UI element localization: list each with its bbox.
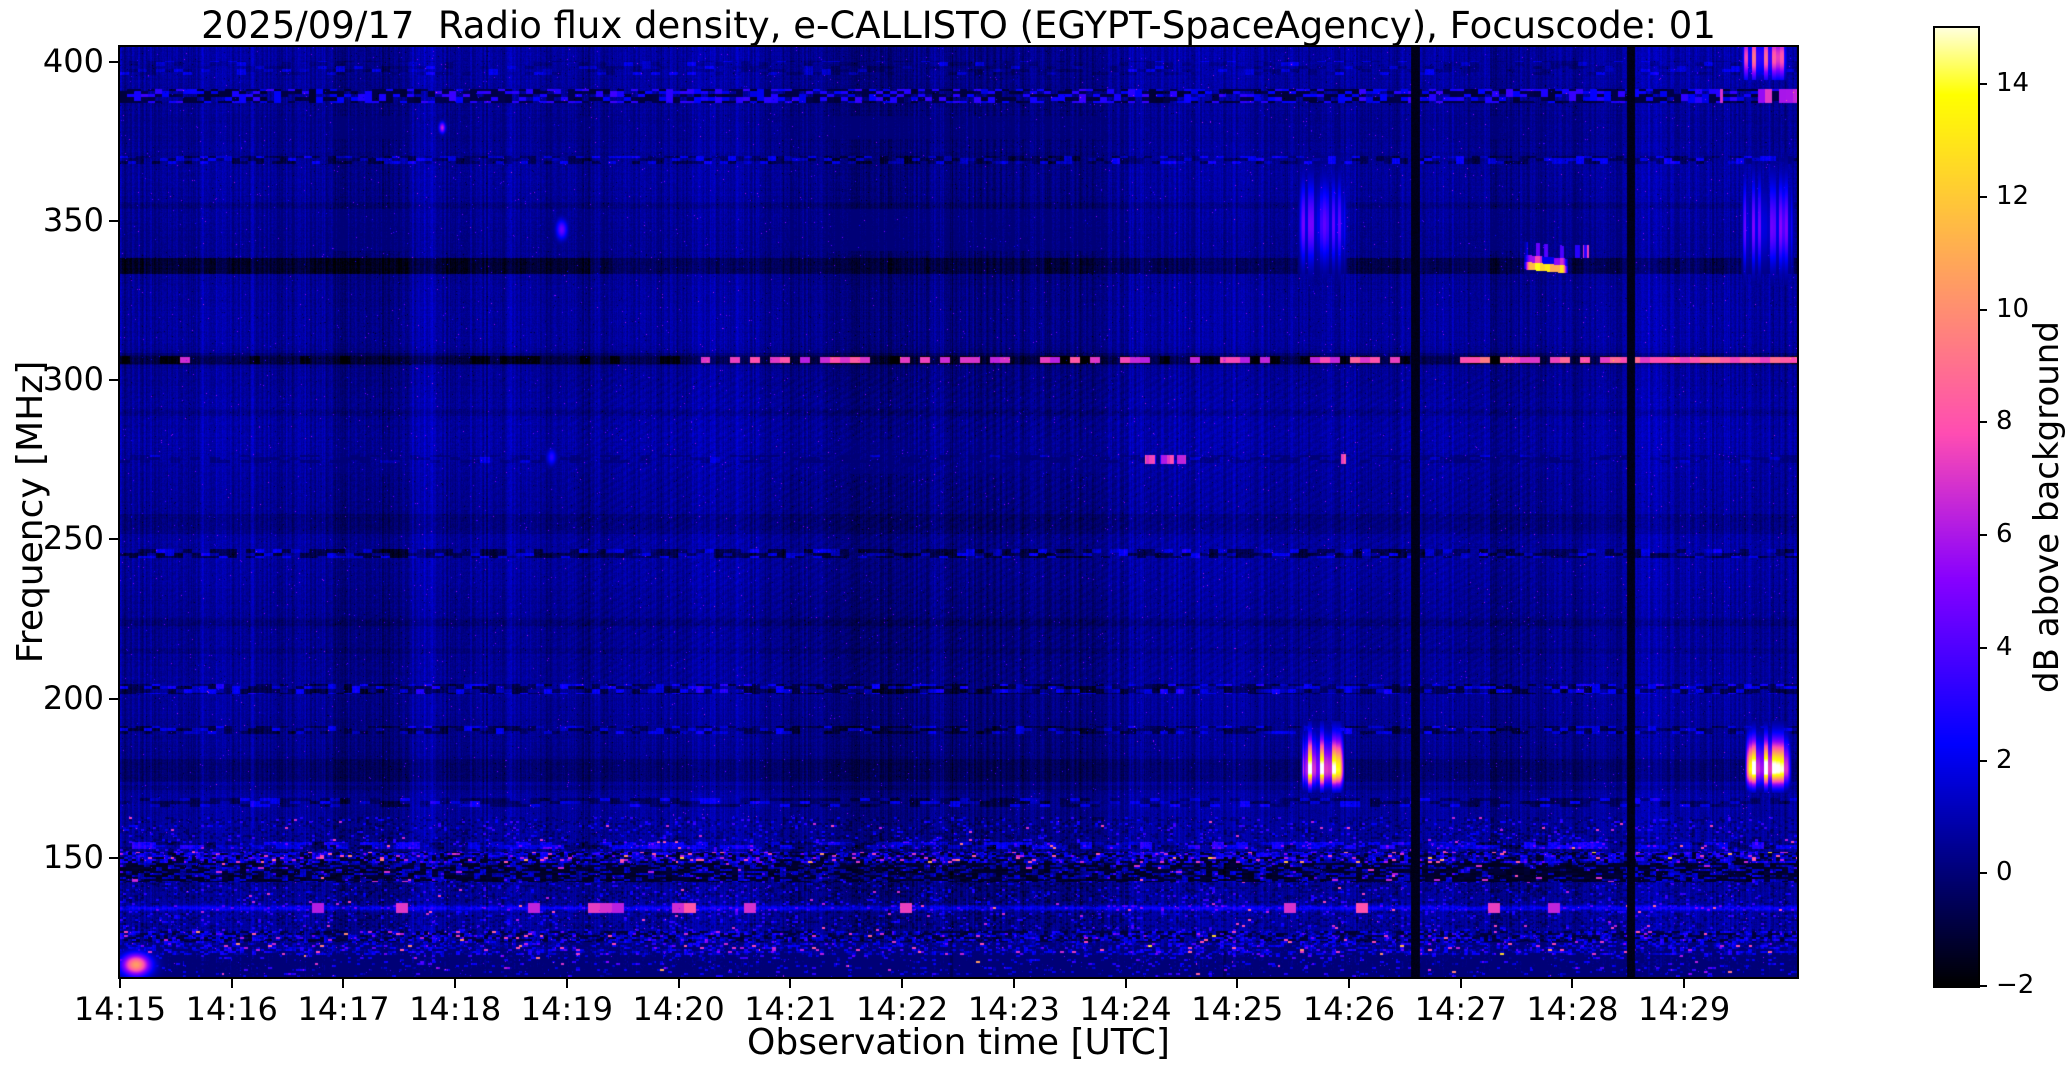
y-tick-mark — [109, 60, 118, 63]
x-tick-mark — [1571, 979, 1574, 988]
colorbar-tick-label: 14 — [1996, 68, 2030, 99]
x-tick-mark — [565, 979, 568, 988]
colorbar-tick-mark — [1978, 534, 1987, 537]
x-tick-label: 14:19 — [520, 990, 613, 1028]
x-tick-label: 14:20 — [632, 990, 725, 1028]
x-tick-label: 14:17 — [297, 990, 390, 1028]
colorbar-tick-mark — [1978, 759, 1987, 762]
x-tick-label: 14:21 — [744, 990, 837, 1028]
x-tick-label: 14:16 — [185, 990, 278, 1028]
x-tick-mark — [1459, 979, 1462, 988]
y-tick-mark — [109, 856, 118, 859]
colorbar-tick-mark — [1978, 985, 1987, 987]
x-tick-label: 14:18 — [409, 990, 502, 1028]
x-tick-mark — [1124, 979, 1127, 988]
colorbar-tick-label: 2 — [1996, 744, 2013, 775]
x-tick-mark — [789, 979, 792, 988]
colorbar-tick-label: 8 — [1996, 406, 2013, 437]
x-tick-label: 14:24 — [1079, 990, 1172, 1028]
y-tick-mark — [109, 538, 118, 541]
y-tick-mark — [109, 379, 118, 382]
colorbar-border — [1933, 26, 1980, 988]
colorbar-tick-mark — [1978, 83, 1987, 86]
x-tick-label: 14:29 — [1638, 990, 1731, 1028]
x-tick-label: 14:23 — [967, 990, 1060, 1028]
colorbar-label: dB above background — [2027, 321, 2066, 693]
y-tick-label: 300 — [42, 360, 104, 399]
x-tick-mark — [342, 979, 345, 988]
x-tick-mark — [1683, 979, 1686, 988]
x-tick-mark — [677, 979, 680, 988]
y-tick-mark — [109, 697, 118, 700]
x-tick-mark — [1236, 979, 1239, 988]
y-tick-label: 250 — [42, 519, 104, 558]
colorbar-tick-label: 0 — [1996, 857, 2013, 888]
colorbar-tick-label: 12 — [1996, 181, 2030, 212]
x-tick-label: 14:15 — [73, 990, 167, 1028]
x-tick-mark — [1012, 979, 1015, 988]
y-tick-label: 350 — [42, 201, 104, 240]
colorbar-tick-label: 6 — [1996, 519, 2013, 550]
x-tick-label: 14:26 — [1302, 990, 1396, 1028]
y-tick-label: 400 — [42, 41, 104, 80]
colorbar-tick-label: 10 — [1996, 293, 2030, 324]
colorbar-gradient — [1935, 28, 1978, 986]
colorbar-tick-mark — [1978, 872, 1987, 875]
colorbar-tick-mark — [1978, 646, 1987, 649]
plot-border — [118, 45, 1799, 979]
x-axis-label: Observation time [UTC] — [747, 1022, 1170, 1063]
x-tick-mark — [454, 979, 457, 988]
x-tick-mark — [1347, 979, 1350, 988]
colorbar-tick-mark — [1978, 308, 1987, 311]
colorbar-tick-mark — [1978, 196, 1987, 199]
colorbar-tick-label: 4 — [1996, 631, 2013, 662]
y-axis-label: Frequency [MHz] — [10, 360, 51, 664]
x-tick-mark — [230, 979, 233, 988]
y-tick-mark — [109, 220, 118, 223]
x-tick-label: 14:25 — [1191, 990, 1284, 1028]
colorbar-tick-mark — [1978, 421, 1987, 424]
x-tick-label: 14:28 — [1526, 990, 1619, 1028]
x-tick-mark — [119, 979, 121, 988]
colorbar-tick-label: −2 — [1996, 970, 2035, 1000]
plot-title: 2025/09/17 Radio flux density, e-CALLIST… — [201, 4, 1716, 47]
x-tick-label: 14:22 — [855, 990, 949, 1028]
spectrogram-canvas — [120, 47, 1797, 977]
x-tick-mark — [901, 979, 904, 988]
y-tick-label: 150 — [42, 837, 104, 876]
x-tick-label: 14:27 — [1414, 990, 1507, 1028]
y-tick-label: 200 — [42, 678, 104, 717]
